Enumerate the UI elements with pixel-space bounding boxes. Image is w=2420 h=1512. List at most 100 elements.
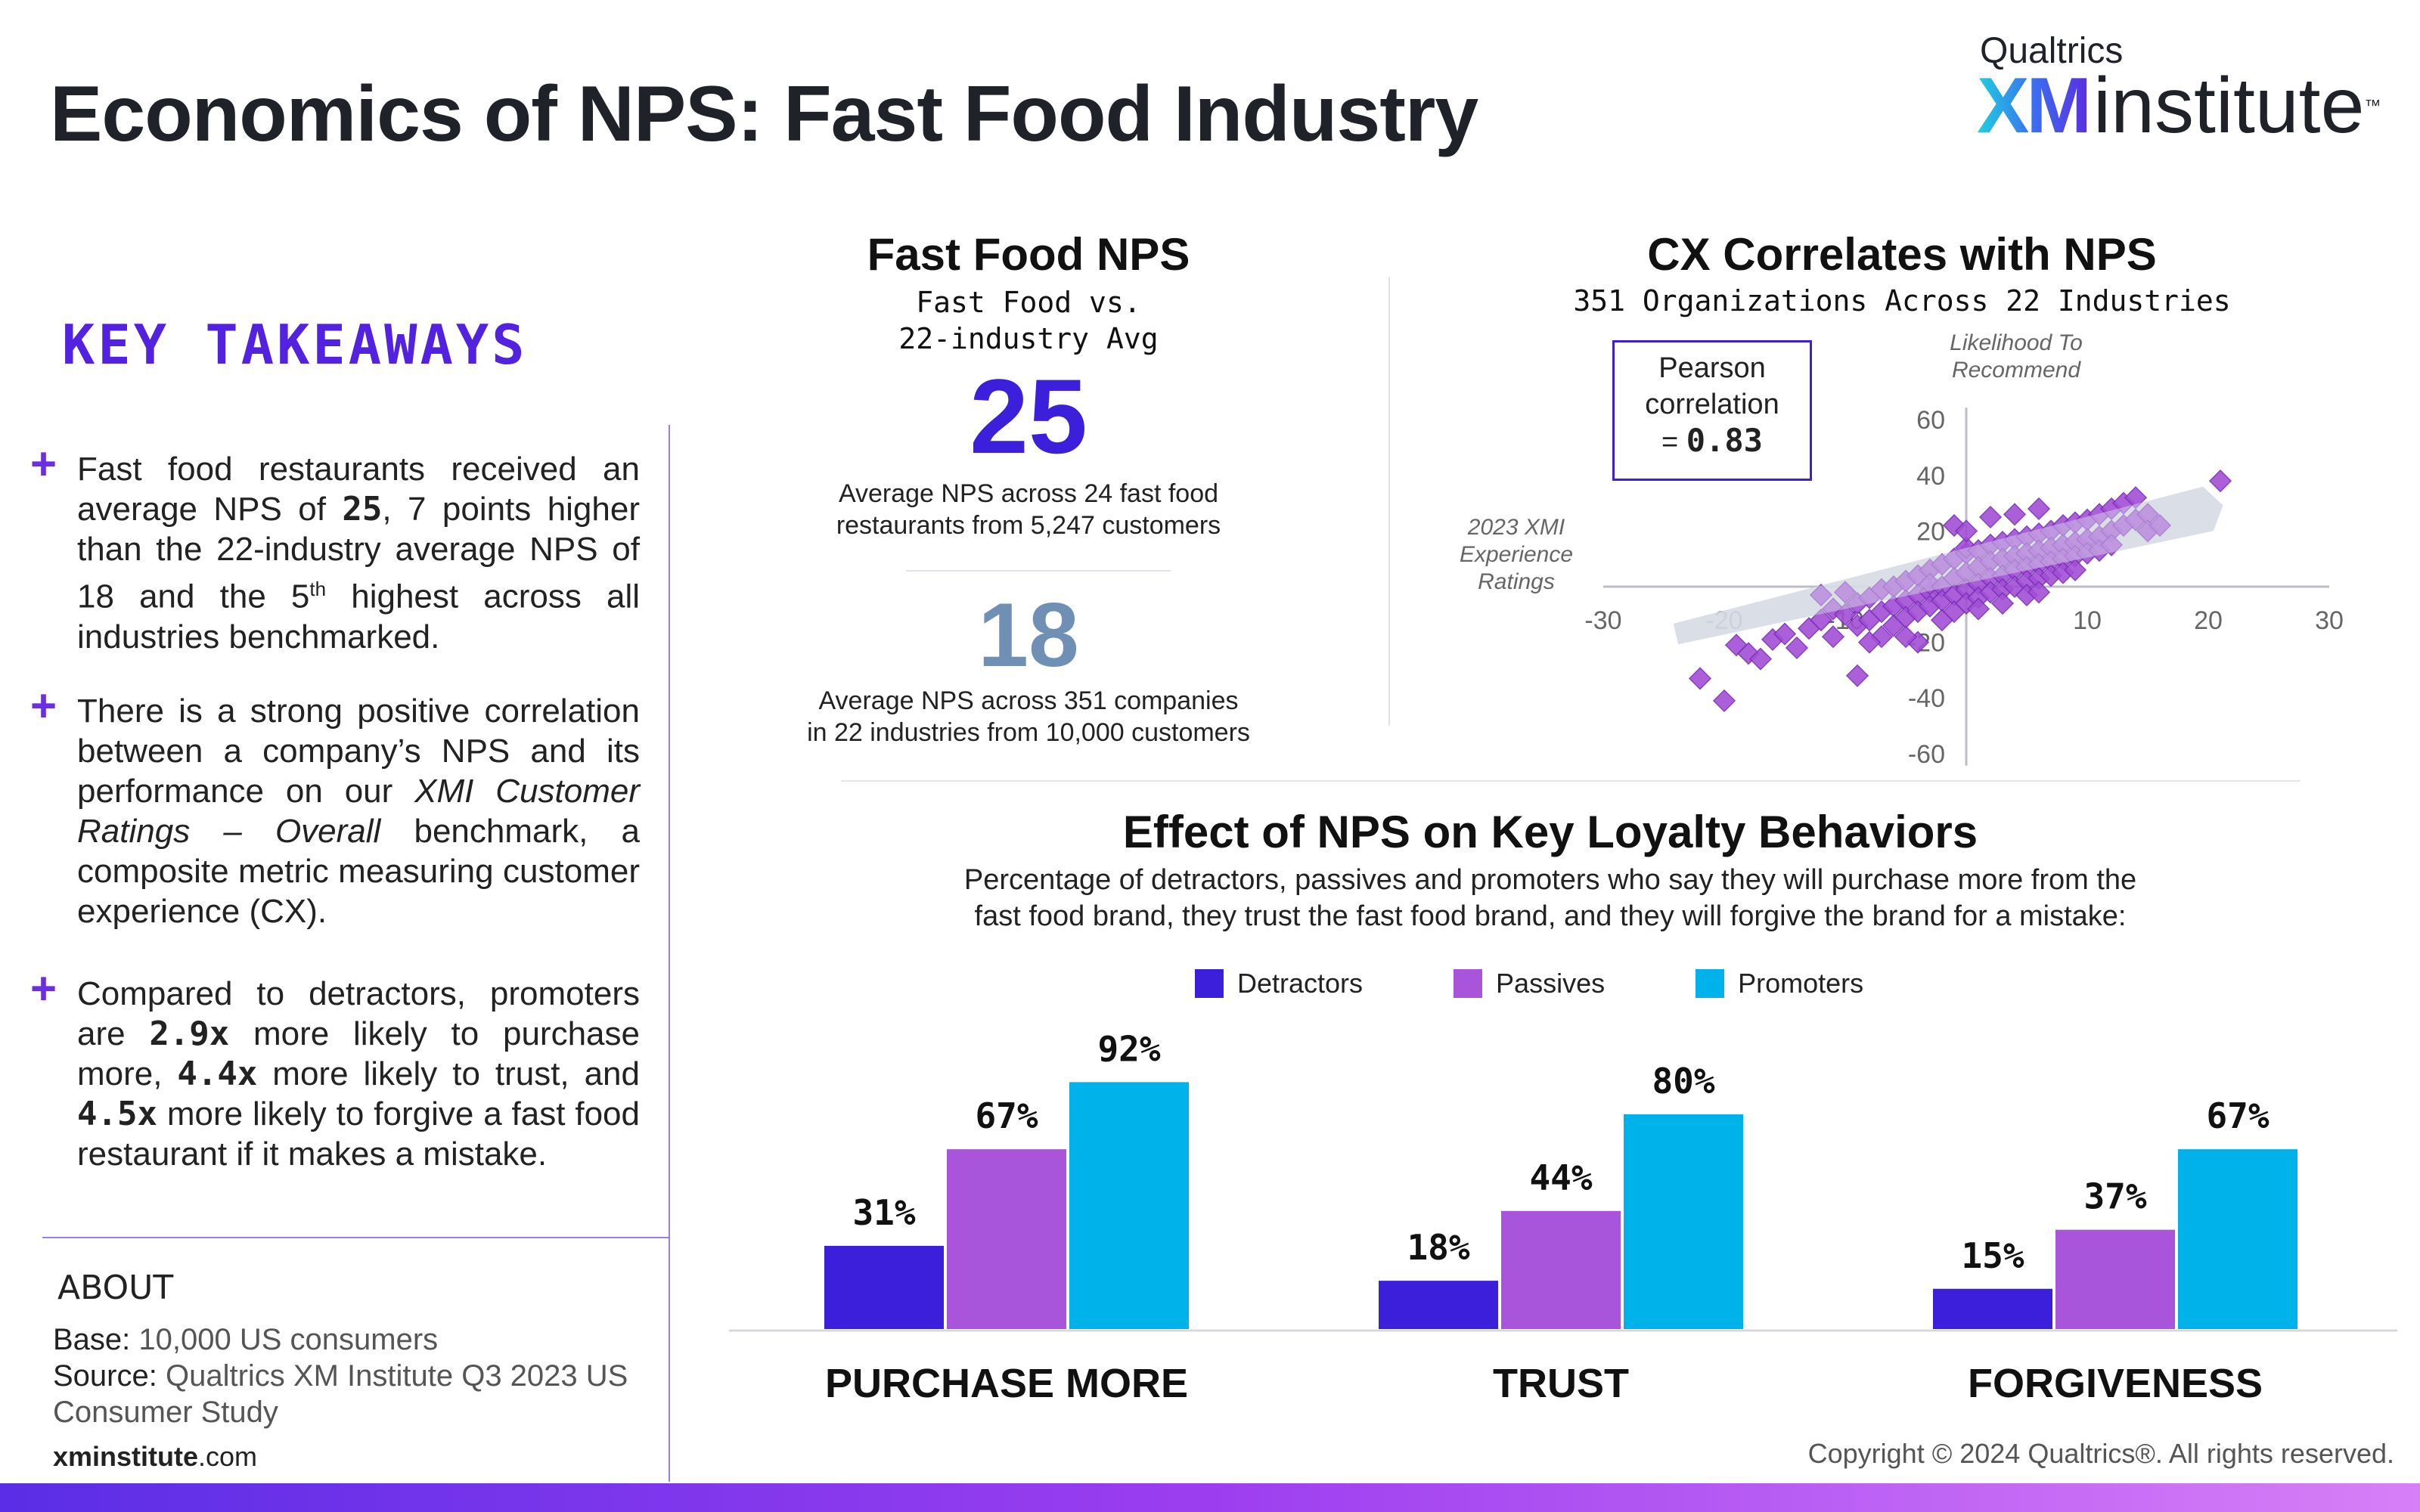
logo-xm: XM xyxy=(1977,62,2092,150)
section-divider-vertical xyxy=(669,425,670,1482)
plus-icon: + xyxy=(30,680,57,731)
plus-icon: + xyxy=(30,438,57,489)
key-takeaways-heading: KEY TAKEAWAYS xyxy=(62,313,528,376)
bar-value-label: 31% xyxy=(852,1192,915,1233)
panel-divider xyxy=(1388,277,1390,726)
cx-scatter-chart: -30-20-101020306040200-20-40-60 xyxy=(1584,406,2344,769)
bar-passives xyxy=(2055,1229,2175,1329)
x-tick-label: 10 xyxy=(2073,606,2102,635)
bar-passives xyxy=(947,1149,1066,1329)
scatter-point xyxy=(2027,497,2051,521)
scatter-point xyxy=(1894,625,1918,649)
scatter-point xyxy=(1833,603,1857,626)
logo-trademark: ™ xyxy=(2364,96,2381,115)
pearson-correlation-box: Pearson correlation = 0.83 xyxy=(1612,340,1812,481)
bar-value-label: 44% xyxy=(1529,1157,1592,1198)
scatter-point xyxy=(1785,636,1809,660)
scatter-point xyxy=(1748,647,1773,671)
category-label: TRUST xyxy=(1493,1361,1629,1406)
scatter-x-axis-label: 2023 XMI Experience Ratings xyxy=(1459,515,1574,594)
scatter-point xyxy=(1833,581,1857,604)
section-divider-horizontal xyxy=(42,1237,670,1238)
legend-label: Promoters xyxy=(1738,968,1864,999)
industry-avg-nps-desc: Average NPS across 351 companies in 22 in… xyxy=(807,686,1250,747)
category-label: PURCHASE MORE xyxy=(825,1361,1188,1406)
bar-passives xyxy=(1501,1210,1621,1329)
about-source: Source: Qualtrics XM Institute Q3 2023 U… xyxy=(53,1359,628,1429)
plus-icon: + xyxy=(30,963,57,1014)
y-tick-label: -40 xyxy=(1908,684,1945,713)
cx-panel-title: CX Correlates with NPS xyxy=(1647,229,2157,280)
scatter-point xyxy=(1773,622,1797,646)
nps-panel-title: Fast Food NPS xyxy=(867,229,1190,280)
section-divider xyxy=(841,780,2301,782)
effect-panel-title: Effect of NPS on Key Loyalty Behaviors xyxy=(1122,807,1978,857)
bar-value-label: 15% xyxy=(1961,1235,2024,1276)
y-tick-label: 20 xyxy=(1916,517,1945,546)
logo-institute: institute xyxy=(2093,62,2365,150)
bar-chart-legend: Detractors Passives Promoters xyxy=(1195,965,1954,1002)
y-tick-label: 60 xyxy=(1916,406,1945,435)
takeaway-3: Compared to detractors, promoters are 2.… xyxy=(77,975,640,1173)
nps-panel-subtitle: Fast Food vs. 22-industry Avg xyxy=(898,286,1159,355)
scatter-point xyxy=(2148,513,2172,538)
industry-avg-nps-value: 18 xyxy=(978,584,1079,686)
takeaway-1: Fast food restaurants received an averag… xyxy=(77,451,640,655)
scatter-point xyxy=(2124,486,2148,510)
bar-detractors xyxy=(824,1245,944,1329)
site-link[interactable]: xminstitute.com xyxy=(53,1441,258,1472)
scatter-point xyxy=(2027,581,2051,604)
scatter-point xyxy=(1821,625,1845,649)
about-base: Base: 10,000 US consumers xyxy=(53,1323,439,1356)
scatter-point xyxy=(1978,505,2003,529)
legend-item-promoters: Promoters xyxy=(1696,968,1863,999)
category-label: FORGIVENESS xyxy=(1968,1361,2263,1406)
scatter-point xyxy=(1688,667,1712,690)
scatter-point xyxy=(2099,533,2124,556)
bar-promoters xyxy=(1624,1114,1743,1329)
scatter-point xyxy=(2063,558,2087,581)
legend-item-passives: Passives xyxy=(1454,968,1605,999)
bar-detractors xyxy=(1933,1288,2052,1329)
bar-value-label: 80% xyxy=(1652,1061,1714,1101)
y-tick-label: -60 xyxy=(1908,740,1945,769)
bar-value-label: 67% xyxy=(975,1095,1038,1136)
about-heading: ABOUT xyxy=(57,1269,174,1307)
xm-institute-logo: XMinstitute™ xyxy=(1977,67,2381,145)
legend-swatch xyxy=(1454,969,1483,998)
bar-promoters xyxy=(2178,1149,2297,1329)
legend-swatch xyxy=(1696,969,1725,998)
nps-divider xyxy=(906,570,1171,572)
bar-promoters xyxy=(1069,1082,1189,1329)
legend-label: Detractors xyxy=(1237,968,1364,999)
scatter-point xyxy=(1712,689,1736,712)
scatter-point xyxy=(1845,664,1869,687)
legend-label: Passives xyxy=(1496,968,1606,999)
bar-detractors xyxy=(1379,1281,1498,1329)
scatter-point xyxy=(1990,592,2015,615)
scatter-point xyxy=(1857,631,1882,654)
scatter-point xyxy=(1809,583,1833,607)
copyright-text: Copyright © 2024 Qualtrics®. All rights … xyxy=(1807,1438,2394,1469)
bottom-gradient-bar xyxy=(0,1483,2420,1512)
x-tick-label: 20 xyxy=(2194,606,2223,635)
fast-food-nps-value: 25 xyxy=(970,357,1087,476)
effect-panel-desc: Percentage of detractors, passives and p… xyxy=(963,864,2137,932)
legend-item-detractors: Detractors xyxy=(1195,968,1363,999)
bar-value-label: 37% xyxy=(2083,1176,2146,1217)
scatter-point xyxy=(1954,519,1978,543)
takeaway-2: There is a strong positive correlation b… xyxy=(77,692,640,930)
trend-arrow-overlay xyxy=(1673,486,2223,645)
bar-value-label: 67% xyxy=(2206,1095,2269,1136)
loyalty-bar-chart: 31% 67% 92% PURCHASE MORE 18% 44% 80% TRUST 15% 3… xyxy=(729,1028,2397,1406)
fast-food-nps-desc: Average NPS across 24 fast food restauran… xyxy=(836,479,1221,540)
legend-swatch xyxy=(1195,969,1224,998)
scatter-y-axis-label: Likelihood To Recommend xyxy=(1950,330,2083,383)
scatter-point xyxy=(1966,597,1990,621)
x-tick-label: 30 xyxy=(2315,606,2344,635)
cx-panel-subtitle: 351 Organizations Across 22 Industries xyxy=(1573,284,2231,318)
bar-value-label: 18% xyxy=(1407,1227,1469,1268)
scatter-point xyxy=(2003,503,2027,526)
logo-brand-text: Qualtrics xyxy=(1980,31,2124,71)
scatter-point xyxy=(2208,469,2232,493)
